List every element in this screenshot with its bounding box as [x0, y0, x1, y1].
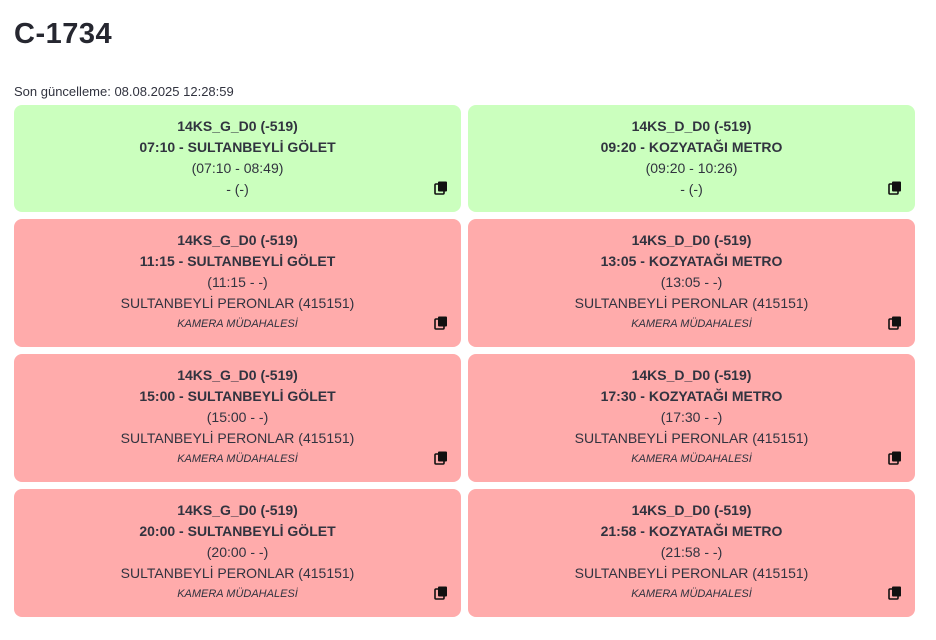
trip-time-window: (17:30 - -) [660, 409, 723, 425]
copy-icon[interactable] [888, 181, 902, 195]
route-code: 14KS_G_D0 (-519) [177, 502, 298, 518]
trip-time-window: (11:15 - -) [207, 274, 268, 290]
trip-card: 14KS_G_D0 (-519) 11:15 - SULTANBEYLİ GÖL… [14, 219, 461, 347]
stop-name: SULTANBEYLİ PERONLAR (415151) [120, 430, 355, 446]
intervention-note: KAMERA MÜDAHALESİ [631, 453, 752, 465]
trip-card: 14KS_G_D0 (-519) 07:10 - SULTANBEYLİ GÖL… [14, 105, 461, 212]
copy-icon[interactable] [434, 316, 448, 330]
trip-grid: 14KS_G_D0 (-519) 07:10 - SULTANBEYLİ GÖL… [14, 105, 922, 617]
trip-time-window: (07:10 - 08:49) [191, 160, 284, 176]
trip-card: 14KS_G_D0 (-519) 15:00 - SULTANBEYLİ GÖL… [14, 354, 461, 482]
trip-departure: 20:00 - SULTANBEYLİ GÖLET [139, 523, 336, 539]
copy-icon[interactable] [434, 451, 448, 465]
stop-name: SULTANBEYLİ PERONLAR (415151) [120, 565, 355, 581]
trip-card: 14KS_D_D0 (-519) 21:58 - KOZYATAĞI METRO… [468, 489, 915, 617]
intervention-note: KAMERA MÜDAHALESİ [177, 318, 298, 330]
trip-departure: 17:30 - KOZYATAĞI METRO [600, 388, 783, 404]
last-updated-text: Son güncelleme: 08.08.2025 12:28:59 [14, 84, 234, 99]
route-code: 14KS_G_D0 (-519) [177, 367, 298, 383]
trip-time-window: (15:00 - -) [206, 409, 269, 425]
stop-name: - (-) [226, 181, 249, 197]
trip-departure: 15:00 - SULTANBEYLİ GÖLET [139, 388, 336, 404]
intervention-note: KAMERA MÜDAHALESİ [177, 453, 298, 465]
route-code: 14KS_D_D0 (-519) [631, 502, 752, 518]
stop-name: SULTANBEYLİ PERONLAR (415151) [574, 430, 809, 446]
page-title: C-1734 [14, 18, 113, 50]
trip-card: 14KS_D_D0 (-519) 17:30 - KOZYATAĞI METRO… [468, 354, 915, 482]
trip-time-window: (20:00 - -) [206, 544, 269, 560]
route-code: 14KS_G_D0 (-519) [177, 118, 298, 134]
route-code: 14KS_G_D0 (-519) [177, 232, 298, 248]
stop-name: SULTANBEYLİ PERONLAR (415151) [574, 565, 809, 581]
stop-name: SULTANBEYLİ PERONLAR (415151) [574, 295, 809, 311]
trip-time-window: (21:58 - -) [660, 544, 723, 560]
route-code: 14KS_D_D0 (-519) [631, 367, 752, 383]
route-code: 14KS_D_D0 (-519) [631, 232, 752, 248]
stop-name: SULTANBEYLİ PERONLAR (415151) [120, 295, 355, 311]
copy-icon[interactable] [434, 586, 448, 600]
trip-departure: 21:58 - KOZYATAĞI METRO [600, 523, 783, 539]
intervention-note: KAMERA MÜDAHALESİ [177, 588, 298, 600]
trip-card: 14KS_D_D0 (-519) 13:05 - KOZYATAĞI METRO… [468, 219, 915, 347]
copy-icon[interactable] [888, 586, 902, 600]
trip-time-window: (13:05 - -) [660, 274, 723, 290]
trip-departure: 13:05 - KOZYATAĞI METRO [600, 253, 783, 269]
copy-icon[interactable] [888, 451, 902, 465]
intervention-note: KAMERA MÜDAHALESİ [631, 318, 752, 330]
page: C-1734 Son güncelleme: 08.08.2025 12:28:… [14, 18, 922, 617]
trip-departure: 09:20 - KOZYATAĞI METRO [600, 139, 783, 155]
copy-icon[interactable] [434, 181, 448, 195]
route-code: 14KS_D_D0 (-519) [631, 118, 752, 134]
intervention-note: KAMERA MÜDAHALESİ [631, 588, 752, 600]
stop-name: - (-) [680, 181, 703, 197]
trip-card: 14KS_D_D0 (-519) 09:20 - KOZYATAĞI METRO… [468, 105, 915, 212]
trip-card: 14KS_G_D0 (-519) 20:00 - SULTANBEYLİ GÖL… [14, 489, 461, 617]
trip-departure: 07:10 - SULTANBEYLİ GÖLET [139, 139, 336, 155]
trip-departure: 11:15 - SULTANBEYLİ GÖLET [139, 253, 336, 269]
copy-icon[interactable] [888, 316, 902, 330]
trip-time-window: (09:20 - 10:26) [645, 160, 738, 176]
